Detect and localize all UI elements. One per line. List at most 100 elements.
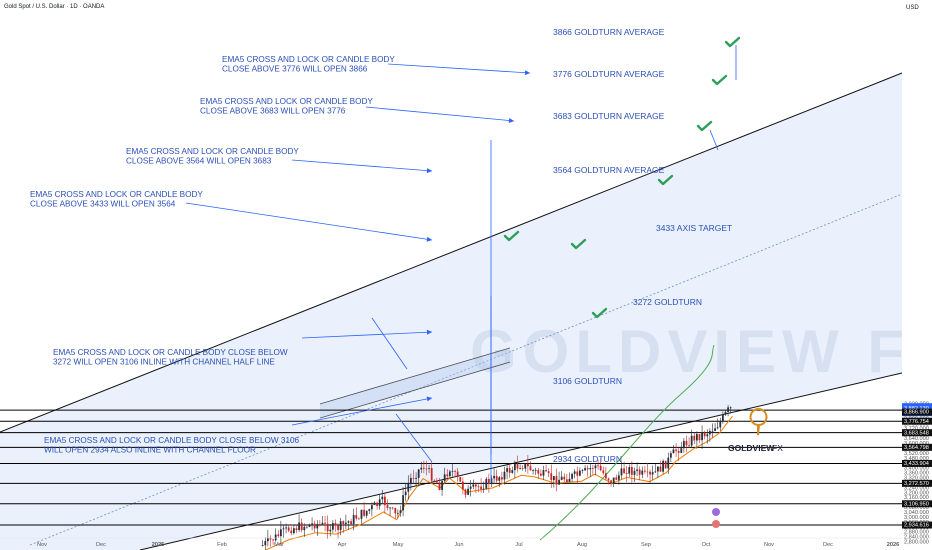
currency-label: USD	[906, 5, 919, 11]
check-mark-6	[724, 36, 741, 48]
candle-body	[298, 522, 300, 531]
candle-body	[456, 471, 459, 478]
candle-body	[584, 468, 586, 471]
level-label-6: 3106 GOLDTURN	[553, 376, 622, 386]
note-line: CLOSE ABOVE 3433 WILL OPEN 3564	[30, 200, 176, 209]
candle-body	[542, 470, 545, 476]
x-tick-label: Dec	[823, 542, 833, 548]
candle-body	[282, 528, 285, 530]
y-tick-label: 3,320.000	[904, 475, 929, 481]
candle-body	[391, 507, 394, 509]
note-arrow	[291, 159, 433, 172]
candle-body	[513, 463, 516, 471]
candle-body	[716, 427, 719, 429]
note-arrow	[365, 106, 515, 122]
candle-body	[623, 468, 625, 474]
price-tag-bg-6	[902, 479, 932, 487]
y-tick-label: 3,160.000	[904, 495, 929, 501]
candle-body	[511, 470, 514, 473]
level-label-7: 2934 GOLDTURN	[553, 454, 622, 464]
price-tag-bg-7	[902, 500, 932, 508]
candle-body	[417, 469, 420, 478]
candle-body	[383, 496, 386, 506]
subchannel-lower	[319, 361, 511, 419]
note-arrow	[291, 397, 433, 426]
price-tag-label-3: 3,683.548	[904, 430, 929, 436]
candle-body	[529, 466, 532, 471]
x-tick-label: Mar	[274, 542, 284, 548]
x-tick-label: 2025	[152, 542, 164, 548]
note-arrowhead	[426, 236, 432, 242]
candle-body	[690, 435, 693, 446]
x-tick-label: Dec	[96, 542, 106, 548]
candle-body	[711, 430, 714, 432]
candle-body	[516, 463, 519, 469]
candle-body	[568, 478, 571, 482]
candle-body	[326, 523, 329, 532]
candle-body	[272, 539, 274, 541]
candle-body	[727, 407, 729, 412]
candle-body	[355, 515, 358, 519]
candle-body	[469, 486, 472, 489]
candle-body	[708, 430, 711, 435]
candle-body	[495, 475, 498, 481]
candle-body	[724, 411, 727, 415]
candle-body	[599, 465, 602, 471]
price-axis-bg	[902, 0, 932, 550]
candle-body	[425, 468, 428, 470]
candle-body	[594, 465, 597, 469]
candle-body	[560, 476, 563, 480]
candle-body	[339, 521, 342, 530]
price-tag-label-5: 3,433.904	[904, 461, 929, 467]
note-arrowhead	[508, 118, 514, 124]
candle-body	[685, 440, 688, 446]
note-arrowhead	[426, 329, 432, 335]
note-line: EMA5 CROSS AND LOCK OR CANDLE BODY	[200, 97, 373, 106]
candle-body	[368, 509, 371, 511]
candle-body	[586, 468, 589, 470]
check-mark-3	[657, 174, 674, 186]
candle-body	[269, 537, 272, 540]
candle-body	[532, 470, 534, 472]
note-arrowhead	[426, 168, 432, 174]
price-tag-label-6: 3,272.570	[904, 481, 929, 487]
candle-body	[399, 510, 402, 513]
candle-body	[563, 476, 566, 480]
candle-body	[591, 467, 594, 469]
candle-body	[498, 477, 501, 481]
note-5: EMA5 CROSS AND LOCK OR CANDLE BODY CLOSE…	[44, 396, 433, 455]
x-tick-label: Nov	[37, 542, 47, 548]
candle-body	[693, 435, 696, 441]
candle-body	[620, 468, 623, 476]
check-mark-1	[570, 238, 587, 250]
candle-body	[677, 450, 680, 453]
price-axis: 2,800.0002,840.0002,880.0002,920.0002,96…	[902, 0, 932, 550]
channel-fill	[0, 73, 902, 550]
candle-body	[558, 479, 560, 485]
price-tag-bg-2	[902, 417, 932, 425]
candle-body	[292, 528, 295, 534]
candle-body	[448, 471, 451, 477]
candle-body	[461, 481, 464, 490]
candle-body	[615, 477, 618, 480]
note-line: 3272 WILL OPEN 3106 INLINE WITH CHANNEL …	[53, 358, 275, 367]
note-line: EMA5 CROSS AND LOCK OR CANDLE BODY	[30, 190, 203, 199]
candle-body	[589, 467, 592, 470]
candle-body	[659, 466, 662, 472]
candles	[261, 404, 732, 550]
note-2: EMA5 CROSS AND LOCK OR CANDLE BODYCLOSE …	[126, 147, 433, 174]
level-label-0: 3866 GOLDTURN AVERAGE	[553, 27, 665, 37]
candle-body	[344, 522, 347, 524]
candle-body	[628, 467, 631, 474]
candle-body	[714, 428, 716, 431]
candle-body	[378, 499, 381, 506]
candle-body	[656, 466, 659, 472]
candle-body	[573, 471, 576, 474]
level-label-2: 3683 GOLDTURN AVERAGE	[553, 111, 665, 121]
candle-body	[279, 529, 282, 537]
note-0: EMA5 CROSS AND LOCK OR CANDLE BODYCLOSE …	[222, 55, 531, 76]
y-tick-label: 2,840.000	[904, 535, 929, 541]
candle-body	[365, 510, 368, 516]
